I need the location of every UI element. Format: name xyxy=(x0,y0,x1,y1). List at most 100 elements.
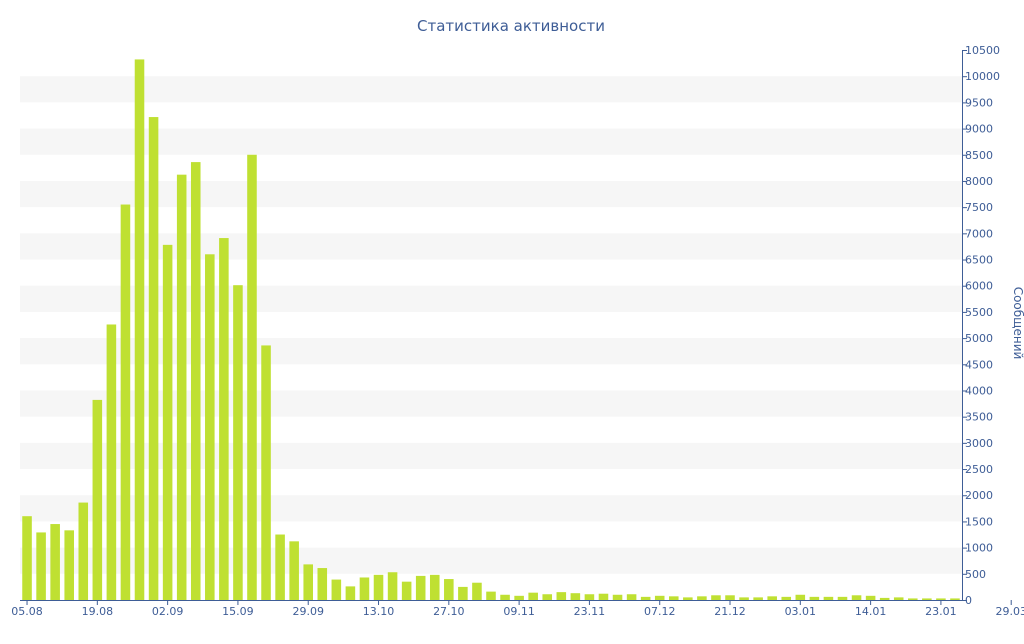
y-tick-label: 6500 xyxy=(965,254,993,267)
x-tick-label: 09.11 xyxy=(503,605,535,618)
bar xyxy=(22,516,32,600)
y-tick-label: 6000 xyxy=(965,280,993,293)
x-tick-label: 23.01 xyxy=(925,605,957,618)
bar xyxy=(837,596,848,600)
bar xyxy=(317,568,328,600)
bar xyxy=(345,586,356,600)
bar xyxy=(387,572,398,600)
y-tick-label: 1000 xyxy=(965,542,993,555)
bar xyxy=(697,596,707,600)
x-tick-label: 15.09 xyxy=(222,605,254,618)
x-tick-label: 29.09 xyxy=(292,605,324,618)
bar xyxy=(106,324,117,600)
bar xyxy=(401,581,412,600)
bar xyxy=(275,534,285,600)
bar xyxy=(92,399,103,600)
y-axis-label: Сообщений xyxy=(1011,287,1024,360)
x-tick-label: 27.10 xyxy=(433,605,465,618)
bar xyxy=(247,154,257,600)
x-tick-label: 29.03 xyxy=(995,605,1024,618)
bar xyxy=(500,594,510,600)
y-tick-label: 7500 xyxy=(965,201,993,214)
x-tick-label: 21.12 xyxy=(714,605,746,618)
y-tick-label: 1500 xyxy=(965,515,993,528)
y-tick-label: 3500 xyxy=(965,411,993,424)
bar xyxy=(429,574,440,600)
grid-band xyxy=(20,128,962,155)
y-axis-ticks: 0 500 1000 1500 2000 2500 3000 3500 4000 4500 5000… xyxy=(962,44,1000,607)
bar xyxy=(64,530,74,600)
bar xyxy=(851,595,862,600)
bar xyxy=(444,579,454,600)
bar xyxy=(781,596,792,600)
bar xyxy=(936,598,946,600)
bar xyxy=(415,575,426,600)
bar xyxy=(120,204,131,600)
bar xyxy=(542,594,553,600)
bar xyxy=(612,594,623,600)
x-tick-label: 13.10 xyxy=(363,605,395,618)
bar xyxy=(725,595,735,600)
y-tick-label: 2500 xyxy=(965,463,993,476)
grid-band xyxy=(20,180,962,208)
bar xyxy=(219,238,229,601)
bar xyxy=(528,592,538,600)
bar xyxy=(767,596,777,600)
bar xyxy=(739,597,749,600)
bar xyxy=(598,593,609,600)
grid-band xyxy=(20,338,962,365)
bar xyxy=(879,597,890,600)
bar xyxy=(809,596,820,600)
y-tick-label: 5000 xyxy=(965,332,993,345)
grid-band xyxy=(20,390,962,417)
bar xyxy=(134,59,145,601)
bar xyxy=(893,597,904,600)
bar xyxy=(584,594,595,600)
x-tick-label: 23.11 xyxy=(574,605,606,618)
x-tick-label: 05.08 xyxy=(11,605,43,618)
y-tick-label: 7000 xyxy=(965,227,993,240)
bar xyxy=(205,254,215,601)
y-tick-label: 10000 xyxy=(965,70,1000,83)
x-tick-label: 19.08 xyxy=(82,605,114,618)
y-tick-label: 9000 xyxy=(965,123,993,136)
x-tick-label: 07.12 xyxy=(644,605,676,618)
x-tick-label: 03.01 xyxy=(785,605,817,618)
bar xyxy=(162,244,173,601)
bar xyxy=(626,594,637,600)
grid-band xyxy=(20,547,962,574)
grid-band xyxy=(20,285,962,312)
y-tick-label: 10500 xyxy=(965,44,1000,57)
chart-title: Статистика активности xyxy=(417,17,605,35)
bar xyxy=(950,598,960,600)
bar xyxy=(176,174,187,601)
bar xyxy=(472,582,482,600)
x-tick-label: 14.01 xyxy=(855,605,887,618)
y-tick-label: 9500 xyxy=(965,96,993,109)
bar xyxy=(908,598,918,600)
y-tick-label: 3000 xyxy=(965,437,993,450)
bar xyxy=(303,564,313,600)
bar xyxy=(683,597,693,600)
bar xyxy=(50,524,60,600)
bar xyxy=(78,502,89,600)
bar xyxy=(640,596,651,600)
bar xyxy=(359,577,370,600)
bar xyxy=(753,597,763,600)
bar xyxy=(556,592,567,600)
y-tick-label: 8500 xyxy=(965,149,993,162)
y-tick-label: 0 xyxy=(965,594,972,607)
bar xyxy=(190,162,201,600)
bar xyxy=(373,574,384,600)
bar xyxy=(654,595,665,600)
x-axis-ticks: 05.08 19.08 02.09 15.09 29.09 13.10 27.10 09.11… xyxy=(11,600,1024,618)
bar xyxy=(233,285,243,600)
grid-band xyxy=(20,442,962,470)
bar xyxy=(148,117,159,601)
y-tick-label: 8000 xyxy=(965,175,993,188)
grid-band xyxy=(20,233,962,260)
bar xyxy=(458,586,468,600)
bar xyxy=(795,594,806,600)
